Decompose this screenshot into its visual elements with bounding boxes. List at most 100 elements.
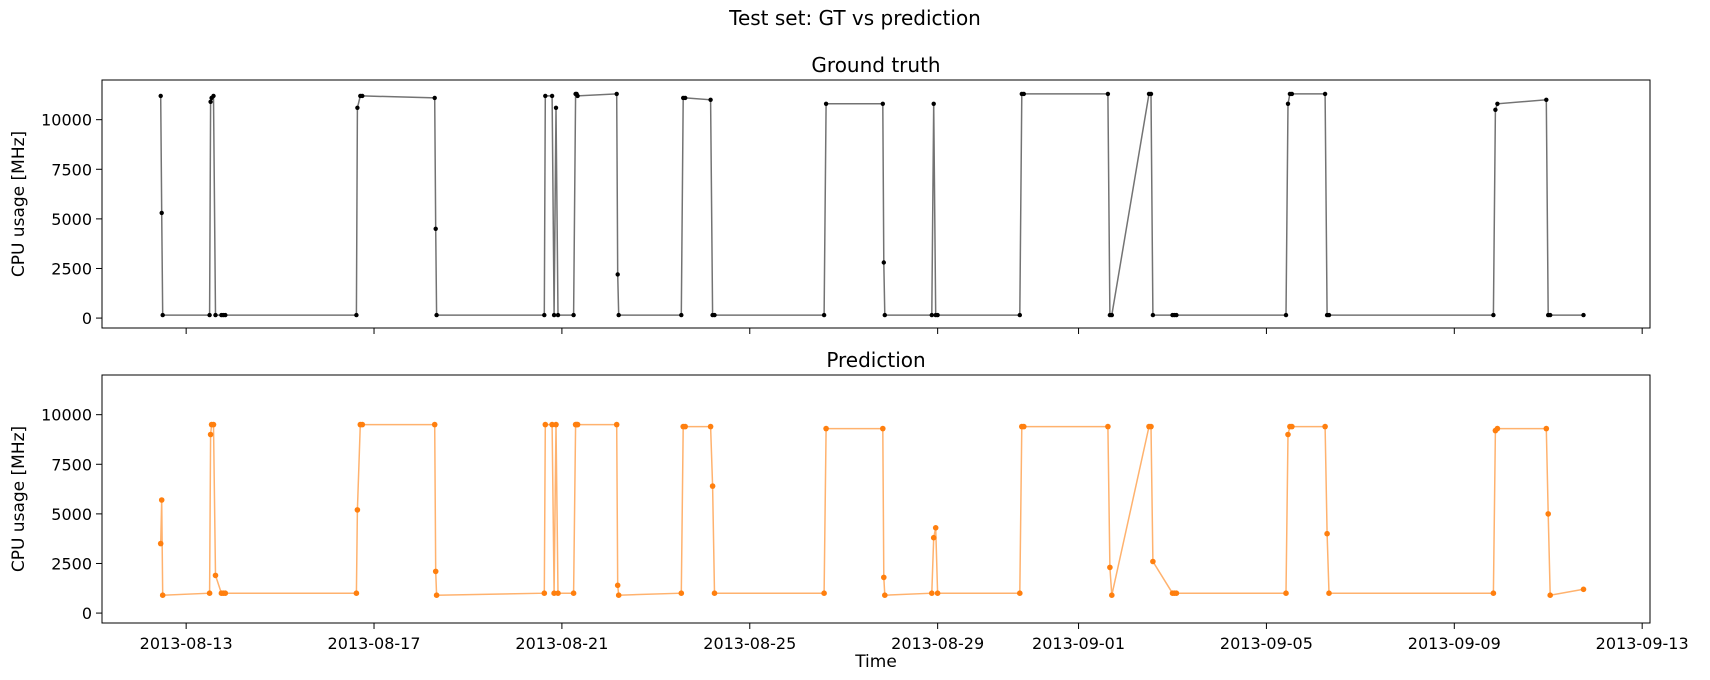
data-point xyxy=(359,421,366,428)
data-point xyxy=(159,210,164,216)
y-tick-label: 10000 xyxy=(41,111,92,130)
data-point xyxy=(1490,590,1497,596)
data-point xyxy=(570,590,577,596)
y-axis-label-ground-truth: CPU usage [MHz] xyxy=(9,131,29,277)
panel-ground-truth: Ground truth CPU usage [MHz] 0 2500 5000 75… xyxy=(9,53,1651,334)
data-point xyxy=(1105,423,1111,430)
data-point xyxy=(707,423,714,430)
data-point xyxy=(157,540,164,547)
data-point xyxy=(1150,558,1156,565)
x-ticks-prediction: 2013-08-13 2013-08-17 2013-08-21 2013-08-25… xyxy=(140,623,1689,653)
data-point xyxy=(882,592,888,598)
data-point xyxy=(1105,91,1111,97)
data-point xyxy=(1289,91,1295,97)
data-point xyxy=(932,525,939,531)
data-point xyxy=(615,272,620,277)
data-point xyxy=(431,421,438,428)
data-point xyxy=(549,421,555,428)
data-point xyxy=(709,483,716,489)
x-tick-label: 2013-09-09 xyxy=(1408,634,1501,653)
data-point xyxy=(1109,592,1115,598)
data-point xyxy=(1547,592,1553,598)
data-point xyxy=(207,431,214,438)
figure-suptitle: Test set: GT vs prediction xyxy=(728,6,981,30)
data-point xyxy=(1495,101,1500,107)
data-point xyxy=(1322,423,1328,430)
data-point xyxy=(571,312,576,318)
data-point xyxy=(1017,312,1022,318)
data-point xyxy=(433,592,440,598)
data-point xyxy=(882,312,887,318)
data-point xyxy=(213,312,218,318)
data-point xyxy=(821,312,827,318)
data-point xyxy=(1493,107,1498,113)
data-point xyxy=(207,312,212,318)
x-tick-label: 2013-08-25 xyxy=(703,634,796,653)
data-point xyxy=(355,105,360,111)
panel-prediction: Prediction CPU usage [MHz] Time 0 2500 500… xyxy=(9,348,1689,672)
data-point xyxy=(433,226,438,231)
data-point xyxy=(1150,312,1156,318)
series-prediction xyxy=(157,421,1587,598)
data-point xyxy=(158,93,163,99)
data-point xyxy=(1491,312,1496,318)
data-point xyxy=(1326,312,1332,318)
data-point xyxy=(881,574,887,581)
x-tick-label: 2013-08-21 xyxy=(515,634,608,653)
data-point xyxy=(542,312,547,318)
data-point xyxy=(1326,590,1332,596)
data-point xyxy=(555,590,561,596)
data-point xyxy=(208,99,213,105)
data-point xyxy=(683,95,688,101)
data-point xyxy=(353,590,360,596)
data-point xyxy=(615,592,622,598)
data-point xyxy=(679,312,684,318)
x-tick-label: 2013-09-05 xyxy=(1220,634,1313,653)
data-point xyxy=(1283,590,1289,596)
data-point xyxy=(678,590,685,596)
plot-area-prediction xyxy=(101,374,1651,624)
panel-title-ground-truth: Ground truth xyxy=(811,53,940,77)
series-line xyxy=(159,423,1584,597)
data-point xyxy=(553,105,559,111)
data-point xyxy=(929,312,934,318)
y-tick-label: 2500 xyxy=(51,259,92,278)
data-point xyxy=(551,590,557,596)
data-point xyxy=(616,312,621,318)
data-point xyxy=(574,421,581,428)
data-point xyxy=(930,534,937,541)
data-point xyxy=(1543,425,1550,432)
data-point xyxy=(1545,511,1551,517)
data-point xyxy=(543,93,548,99)
x-ticks-ground-truth xyxy=(185,328,1643,334)
data-point xyxy=(159,592,166,598)
data-point xyxy=(1017,590,1023,596)
data-point xyxy=(682,423,688,430)
data-point xyxy=(354,507,361,513)
data-point xyxy=(823,425,829,432)
x-tick-label: 2013-08-17 xyxy=(328,634,421,653)
data-point xyxy=(210,421,217,428)
data-point xyxy=(1322,91,1328,97)
data-point xyxy=(1283,312,1289,318)
data-point xyxy=(823,101,829,107)
x-tick-label: 2013-08-13 xyxy=(140,634,233,653)
data-point xyxy=(575,93,580,99)
data-point xyxy=(354,312,359,318)
data-point xyxy=(1285,431,1291,438)
data-point xyxy=(1324,530,1330,537)
data-point xyxy=(1148,91,1154,97)
data-point xyxy=(1580,586,1587,593)
data-point xyxy=(935,312,940,318)
data-point xyxy=(821,590,827,596)
data-point xyxy=(712,312,717,318)
data-point xyxy=(553,421,559,428)
y-tick-label: 7500 xyxy=(51,160,92,179)
data-point xyxy=(360,93,365,99)
plot-area-ground-truth xyxy=(101,79,1651,329)
data-point xyxy=(614,91,619,97)
data-point xyxy=(929,590,935,596)
data-point xyxy=(432,568,439,575)
y-ticks-ground-truth: 0 2500 5000 7500 10000 xyxy=(41,111,102,328)
